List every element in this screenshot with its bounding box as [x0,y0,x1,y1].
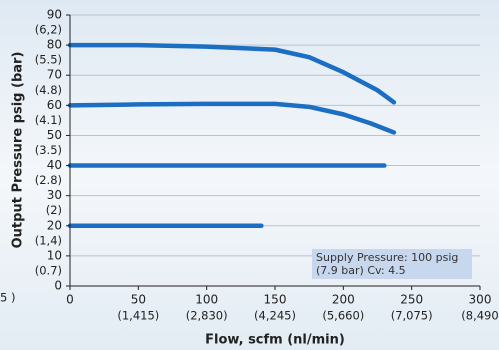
y-tick-label: 60 [47,98,62,112]
y-secondary-label: (4.1) [35,113,62,127]
x-axis-title: Flow, scfm (nl/min) [205,333,345,348]
y-tick-label: 70 [47,68,62,82]
x-secondary-label: (2,830) [186,309,228,323]
x-secondary-label: (8,490 [461,309,498,323]
x-tick-label: 0 [66,293,74,307]
y-secondary-label: (5.5) [35,53,62,67]
y-secondary-label: (2) [46,203,62,217]
line-series [67,42,397,105]
x-tick-label: 300 [469,293,492,307]
line-series [67,101,397,135]
x-secondary-label: (1,415) [117,309,159,323]
x-tick-label: 200 [332,293,355,307]
y-tick-label: 20 [47,218,62,232]
y-secondary-label: (1,4) [35,233,62,247]
annotation: (7.9 bar) Cv: 4.5 [316,264,406,277]
y-tick-label: 90 [47,8,62,22]
x-tick-label: 150 [264,293,287,307]
y-tick-label: 10 [47,248,62,262]
x-tick-label: 250 [400,293,423,307]
y-tick-label: 30 [47,188,62,202]
annotation: Supply Pressure: 100 psig [316,251,458,264]
y-secondary-label: (0.7) [35,263,62,277]
x-tick-label: 50 [131,293,146,307]
y-secondary-label: (4.8) [35,83,62,97]
annotation-box [312,249,472,279]
x-tick-label: 100 [195,293,218,307]
x-secondary-label: (5,660) [322,309,364,323]
y-tick-label: 50 [47,128,62,142]
x-secondary-label: (4,245) [254,309,296,323]
y-secondary-label: (6,2) [35,23,62,37]
y-axis-title: Output Pressure psig (bar) [11,52,26,249]
y-tick-label: 40 [47,158,62,172]
x-secondary-label: (7,075) [391,309,433,323]
y-secondary-label: (3.5) [35,143,62,157]
y-tick-label: 80 [47,38,62,52]
y-secondary-label: (2.8) [35,173,62,187]
y-tick-label: 0 [54,279,62,293]
edge-fragment: 5 ) [0,291,15,305]
